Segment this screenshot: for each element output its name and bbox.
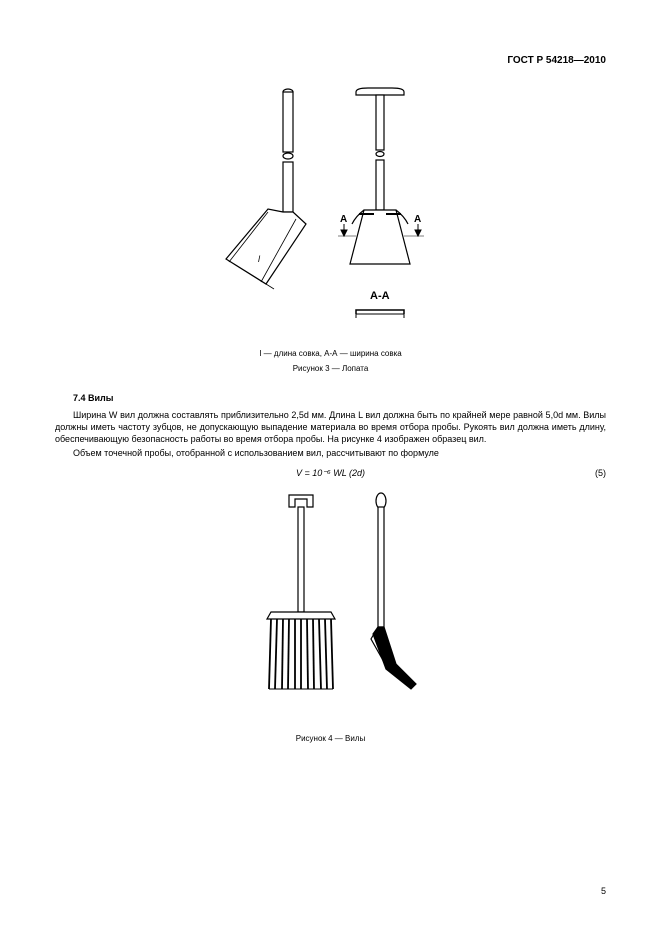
figure-4 — [55, 489, 606, 724]
doc-header: ГОСТ Р 54218—2010 — [55, 55, 606, 66]
formula-5: V = 10⁻⁶ WL (2d) (5) — [55, 468, 606, 479]
figure-3-title: Рисунок 3 — Лопата — [55, 364, 606, 373]
fork-diagram-icon — [221, 489, 441, 719]
formula-text: V = 10⁻⁶ WL (2d) — [296, 468, 365, 479]
svg-text:А-А: А-А — [370, 290, 390, 302]
figure-4-title: Рисунок 4 — Вилы — [55, 734, 606, 743]
page-container: ГОСТ Р 54218—2010 l — [0, 0, 661, 936]
figure-3-caption: I — длина совка, А-А — ширина совка — [55, 349, 606, 358]
section-7-4-para2: Объем точечной пробы, отобранной с испол… — [55, 447, 606, 459]
svg-text:A: A — [414, 214, 421, 225]
svg-text:A: A — [340, 214, 347, 225]
figure-3: l A — [55, 84, 606, 339]
shovel-diagram-icon: l A — [196, 84, 466, 334]
section-7-4-para1: Ширина W вил должна составлять приблизит… — [55, 409, 606, 445]
formula-number: (5) — [595, 468, 606, 478]
page-number: 5 — [601, 886, 606, 896]
section-7-4-label: 7.4 Вилы — [55, 393, 606, 403]
